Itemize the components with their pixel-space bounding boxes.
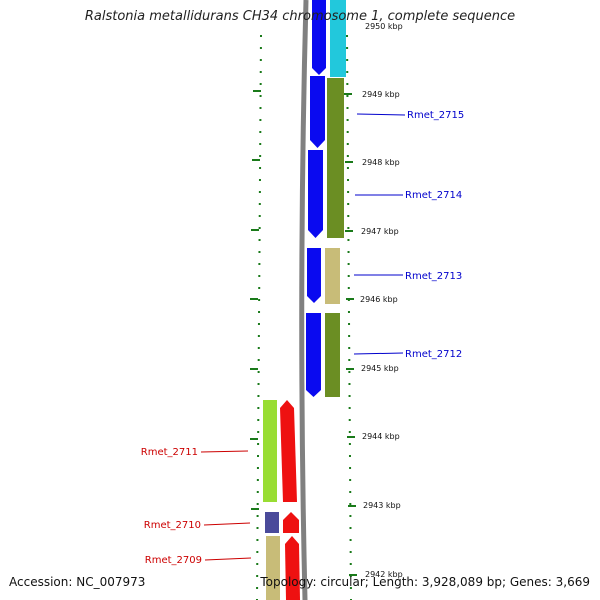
right-scale-major-tick: [345, 161, 353, 163]
right-scale-major-tick: [347, 436, 355, 438]
kbp-label: 2943 kbp: [363, 501, 401, 510]
gene-labels-left: Rmet_2711 Rmet_2710 Rmet_2709: [141, 447, 252, 566]
forward-cds-track: [306, 0, 326, 397]
cds-arrow-rmet-2712: [306, 313, 321, 397]
map-title: Ralstonia metallidurans CH34 chromosome …: [84, 9, 516, 24]
gene-labels-right: Rmet_2715 Rmet_2714 Rmet_2713 Rmet_2712: [353, 110, 464, 360]
cds-arrow-rmet-2715: [310, 76, 325, 148]
gene-label-rmet-2712[interactable]: Rmet_2712: [405, 349, 462, 360]
gene-leader-line: [356, 113, 406, 116]
gene-leader-line: [203, 522, 251, 526]
kbp-labels: 2950 kbp 2949 kbp 2948 kbp 2947 kbp 2946…: [360, 22, 403, 579]
backbone-ring: [299, 0, 309, 600]
topology-summary-text: Topology: circular; Length: 3,928,089 bp…: [260, 575, 590, 589]
cog-block-olive: [327, 78, 344, 238]
left-scale-major-tick: [251, 229, 259, 231]
cog-block-tan: [266, 536, 280, 600]
reverse-cog-track: [263, 400, 280, 600]
cds-arrow-rmet-2710: [283, 512, 299, 533]
kbp-label: 2948 kbp: [362, 158, 400, 167]
cds-arrow-rmet-2716: [312, 0, 326, 75]
left-scale-major-tick: [253, 90, 261, 92]
right-scale-major-tick: [348, 505, 356, 507]
cog-block-navy: [265, 512, 279, 533]
left-scale-major-tick: [250, 368, 258, 370]
gene-label-rmet-2714[interactable]: Rmet_2714: [405, 190, 462, 201]
kbp-label: 2949 kbp: [362, 90, 400, 99]
kbp-label: 2944 kbp: [362, 432, 400, 441]
cog-block-lime: [263, 400, 277, 502]
left-scale-major-tick: [252, 159, 260, 161]
gene-leader-line: [204, 557, 252, 561]
left-scale-major-tick: [250, 298, 258, 300]
cds-arrow-rmet-2713: [307, 248, 321, 303]
right-scale-major-tick: [349, 574, 357, 576]
right-scale-major-tick: [346, 368, 354, 370]
right-scale-major-tick: [346, 298, 354, 300]
gene-label-rmet-2711[interactable]: Rmet_2711: [141, 447, 198, 458]
gene-label-rmet-2710[interactable]: Rmet_2710: [144, 520, 201, 531]
kbp-label: 2942 kbp: [365, 570, 403, 579]
right-scale-major-tick: [344, 93, 352, 95]
cog-block-cyan: [330, 0, 346, 77]
gene-leader-line: [200, 450, 249, 453]
left-scale-line: [256, 34, 262, 600]
right-dotted-scale: [344, 34, 357, 600]
reverse-cds-track: [280, 400, 300, 600]
kbp-label: 2946 kbp: [360, 295, 398, 304]
left-scale-major-tick: [251, 508, 259, 510]
accession-text: Accession: NC_007973: [9, 575, 146, 589]
left-scale-major-tick: [250, 438, 258, 440]
cds-arrow-rmet-2711: [280, 400, 297, 502]
gene-label-rmet-2713[interactable]: Rmet_2713: [405, 271, 462, 282]
cds-arrow-rmet-2714: [308, 150, 323, 238]
cog-block-tan: [325, 248, 340, 304]
kbp-label: 2950 kbp: [365, 22, 403, 31]
right-scale-line: [346, 34, 352, 600]
kbp-label: 2947 kbp: [361, 227, 399, 236]
cds-arrow-rmet-2709: [285, 536, 300, 600]
gene-leader-line: [353, 352, 404, 355]
gene-label-rmet-2709[interactable]: Rmet_2709: [145, 555, 202, 566]
kbp-label: 2945 kbp: [361, 364, 399, 373]
gene-label-rmet-2715[interactable]: Rmet_2715: [407, 110, 464, 121]
forward-cog-track: [325, 0, 346, 397]
right-scale-major-tick: [345, 230, 353, 232]
cog-block-olive: [325, 313, 340, 397]
left-dotted-scale: [250, 34, 262, 600]
